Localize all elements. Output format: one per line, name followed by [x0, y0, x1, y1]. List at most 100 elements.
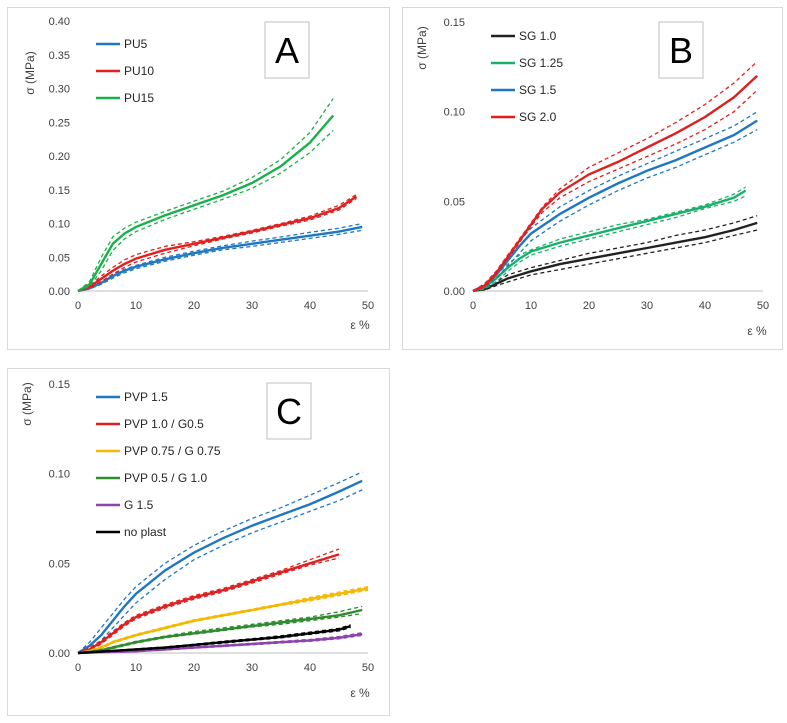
- x-axis-label: ε %: [350, 686, 370, 700]
- x-tick-label: 20: [188, 300, 200, 312]
- chart-a-svg: 0.00 0.05 0.10 0.15 0.20 0.25 0.30 0.35 0.40 0 10 2…: [23, 16, 374, 332]
- axes-a: 0.00 0.05 0.10 0.15 0.20 0.25 0.30 0.35 0.40 0 10 2…: [23, 16, 374, 332]
- legend-label-pu15: PU15: [124, 91, 154, 105]
- series-line-pvp-0-5-g-1-0: [77, 608, 363, 655]
- chart-panel-c: 0.00 0.05 0.10 0.15 0 10 20 30 40 50 ε % σ (MPa) PVP…: [7, 368, 390, 716]
- series-upper-bound-sg-1-0: [472, 215, 758, 292]
- y-tick-label: 0.00: [49, 648, 70, 660]
- panel-label-box: [264, 21, 310, 79]
- series-line-pu15: [77, 114, 335, 293]
- legend-label-pvp-0-75-g-0-75: PVP 0.75 / G 0.75: [124, 444, 221, 458]
- legend-label-pu10: PU10: [124, 64, 154, 78]
- series-lines-a: [77, 98, 363, 293]
- x-tick-label: 10: [525, 300, 537, 312]
- panel-label-box: [658, 21, 704, 79]
- x-tick-label: 20: [188, 662, 200, 674]
- series-lower-bound-sg-1-25: [472, 195, 746, 292]
- x-tick-label: 20: [583, 300, 595, 312]
- legend-label-sg-1-5: SG 1.5: [519, 83, 557, 97]
- series-line-sg-2-0: [472, 74, 759, 293]
- legend-a: PU5 PU10 PU15: [96, 37, 154, 105]
- x-tick-label: 10: [130, 300, 142, 312]
- legend-b: SG 1.0 SG 1.25 SG 1.5 SG 2.0: [491, 29, 563, 124]
- x-tick-label: 40: [699, 300, 711, 312]
- series-lower-bound-sg-1-0: [472, 229, 758, 292]
- series-line-sg-1-5: [472, 119, 758, 293]
- legend-label-g-1-5: G 1.5: [124, 498, 154, 512]
- y-tick-label: 0.00: [444, 286, 465, 298]
- series-lower-bound-pvp-0-75-g-0-75: [77, 589, 369, 654]
- y-tick-label: 0.10: [444, 107, 465, 119]
- y-tick-label: 0.20: [49, 151, 70, 163]
- y-tick-label: 0.30: [49, 84, 70, 96]
- y-tick-label: 0.15: [444, 17, 465, 29]
- x-tick-label: 40: [304, 662, 316, 674]
- x-tick-label: 50: [757, 300, 769, 312]
- x-tick-label: 0: [75, 300, 81, 312]
- panel-label-text: B: [669, 30, 693, 71]
- panel-label-text: A: [275, 30, 299, 71]
- series-lower-bound-pvp-1-0-g0-5: [77, 557, 340, 654]
- legend-label-pvp-1-0-g0-5: PVP 1.0 / G0.5: [124, 417, 204, 431]
- y-tick-label: 0.05: [49, 252, 70, 264]
- legend-label-pvp-0-5-g-1-0: PVP 0.5 / G 1.0: [124, 471, 207, 485]
- series-line-pu5: [77, 225, 363, 293]
- legend-label-pu5: PU5: [124, 37, 148, 51]
- x-tick-label: 40: [304, 300, 316, 312]
- series-upper-bound-pvp-1-5: [77, 471, 363, 654]
- panel-label-box: [266, 382, 312, 440]
- series-upper-bound-pvp-1-0-g0-5: [77, 548, 340, 654]
- series-line-pu10: [77, 195, 358, 293]
- y-tick-label: 0.00: [49, 286, 70, 298]
- series-line-sg-1-0: [472, 221, 758, 293]
- series-line-g-1-5: [77, 633, 363, 655]
- legend-label-sg-2-0: SG 2.0: [519, 110, 557, 124]
- x-axis-label: ε %: [350, 318, 370, 332]
- y-tick-label: 0.05: [49, 558, 70, 570]
- series-line-no-plast: [77, 624, 351, 655]
- series-lines-b: [472, 61, 759, 293]
- x-tick-label: 0: [470, 300, 476, 312]
- panel-label-c: C: [266, 382, 312, 440]
- legend-label-sg-1-0: SG 1.0: [519, 29, 557, 43]
- panel-label-b: B: [658, 21, 704, 79]
- series-lower-bound-pu5: [77, 229, 363, 292]
- series-lines-c: [77, 471, 369, 655]
- x-tick-label: 50: [362, 300, 374, 312]
- y-axis-label: σ (MPa): [23, 51, 37, 94]
- axes-c: 0.00 0.05 0.10 0.15 0 10 20 30 40 50 ε % σ (MPa): [20, 379, 374, 700]
- series-upper-bound-pu10: [77, 193, 357, 292]
- legend-label-sg-1-25: SG 1.25: [519, 56, 563, 70]
- y-tick-label: 0.15: [49, 379, 70, 391]
- y-tick-label: 0.25: [49, 117, 70, 129]
- series-line-pvp-1-0-g0-5: [77, 553, 340, 655]
- chart-panel-b: 0.00 0.05 0.10 0.15 0 10 20 30 40 50 ε % σ (MPa) SG …: [402, 7, 783, 350]
- legend-label-pvp-1-5: PVP 1.5: [124, 390, 168, 404]
- legend-label-no-plast: no plast: [124, 525, 167, 539]
- axes-b: 0.00 0.05 0.10 0.15 0 10 20 30 40 50 ε % σ (MPa): [415, 17, 769, 338]
- x-tick-label: 50: [362, 662, 374, 674]
- y-tick-label: 0.40: [49, 16, 70, 28]
- y-tick-label: 0.35: [49, 50, 70, 62]
- x-axis-label: ε %: [747, 324, 767, 338]
- series-lower-bound-sg-1-5: [472, 129, 758, 292]
- x-tick-label: 30: [246, 300, 258, 312]
- y-axis-label: σ (MPa): [415, 26, 429, 69]
- panel-label-a: A: [264, 21, 310, 79]
- x-tick-label: 30: [641, 300, 653, 312]
- series-upper-bound-pu5: [77, 222, 363, 292]
- chart-panel-a: 0.00 0.05 0.10 0.15 0.20 0.25 0.30 0.35 0.40 0 10 2…: [7, 7, 390, 350]
- chart-c-svg: 0.00 0.05 0.10 0.15 0 10 20 30 40 50 ε % σ (MPa) PVP…: [20, 379, 374, 700]
- legend-c: PVP 1.5 PVP 1.0 / G0.5 PVP 0.75 / G 0.75 PV…: [96, 390, 221, 539]
- series-line-pvp-0-75-g-0-75: [77, 587, 369, 655]
- x-tick-label: 10: [130, 662, 142, 674]
- series-lower-bound-pu10: [77, 197, 357, 292]
- x-tick-label: 0: [75, 662, 81, 674]
- chart-b-svg: 0.00 0.05 0.10 0.15 0 10 20 30 40 50 ε % σ (MPa) SG …: [415, 17, 769, 338]
- y-axis-label: σ (MPa): [20, 382, 34, 425]
- series-upper-bound-pu15: [77, 98, 334, 292]
- series-line-pvp-1-5: [77, 479, 363, 655]
- y-tick-label: 0.10: [49, 219, 70, 231]
- x-tick-label: 30: [246, 662, 258, 674]
- y-tick-label: 0.05: [444, 196, 465, 208]
